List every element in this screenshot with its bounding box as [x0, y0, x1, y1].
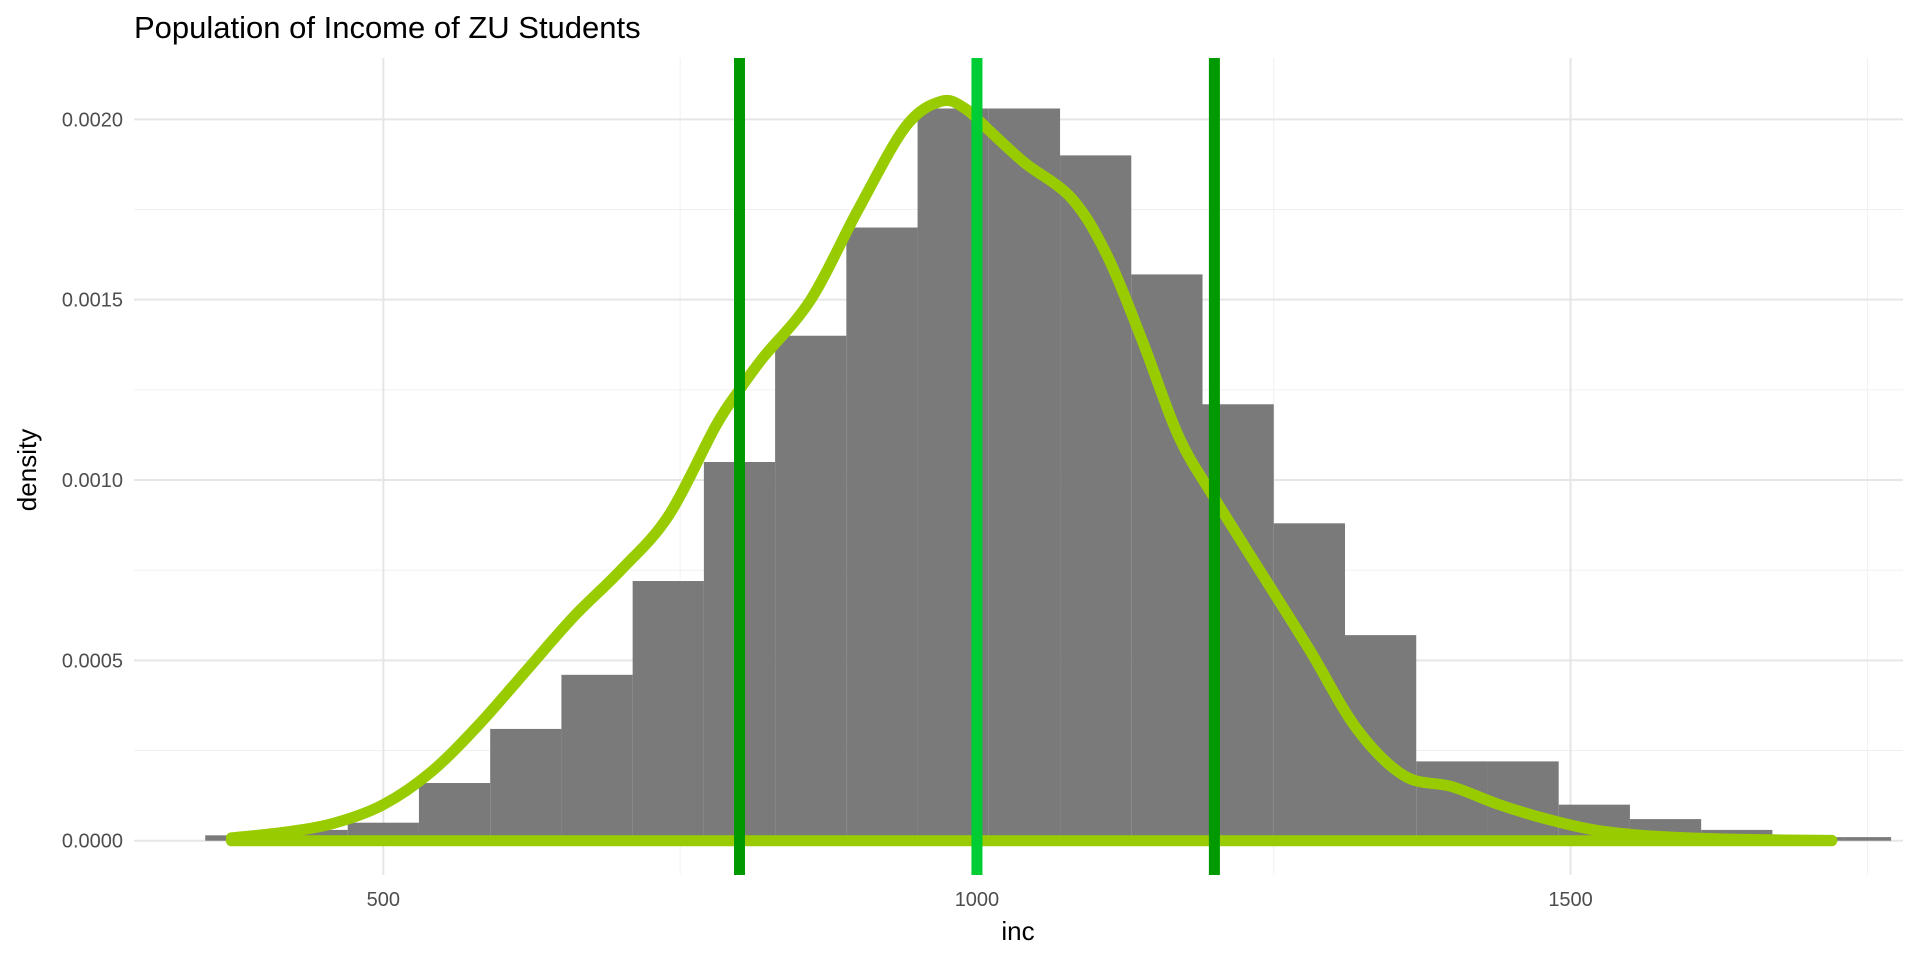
histogram-bar — [1131, 274, 1203, 841]
histogram-bar — [490, 728, 562, 841]
y-tick-label: 0.0015 — [62, 290, 123, 312]
x-axis-ticks: 500 1000 1500 — [367, 889, 1593, 911]
histogram-bars — [205, 108, 1892, 841]
histogram-bar — [846, 227, 918, 841]
histogram-bar — [988, 108, 1061, 841]
histogram-bar — [1843, 837, 1892, 841]
histogram-bar — [561, 674, 633, 841]
y-tick-label: 0.0020 — [62, 109, 123, 131]
x-tick-label: 1500 — [1548, 889, 1593, 911]
histogram-bar — [418, 783, 491, 841]
x-axis-title: inc — [1001, 916, 1034, 946]
histogram-bar — [775, 335, 847, 841]
y-tick-label: 0.0000 — [62, 831, 123, 853]
y-axis-ticks: 0.0000 0.0005 0.0010 0.0015 0.0020 — [62, 109, 123, 852]
x-tick-label: 500 — [367, 889, 400, 911]
histogram-bar — [632, 581, 704, 841]
y-tick-label: 0.0010 — [62, 470, 123, 492]
y-axis-title: density — [12, 429, 42, 511]
chart-title: Population of Income of ZU Students — [134, 10, 641, 45]
reference-lines — [733, 58, 1220, 875]
x-tick-label: 1000 — [955, 889, 1000, 911]
histogram-bar — [1060, 155, 1132, 841]
histogram-bar — [1344, 635, 1417, 841]
density-curve-group — [225, 94, 1838, 847]
density-curve — [225, 94, 1838, 846]
y-tick-label: 0.0005 — [62, 650, 123, 672]
